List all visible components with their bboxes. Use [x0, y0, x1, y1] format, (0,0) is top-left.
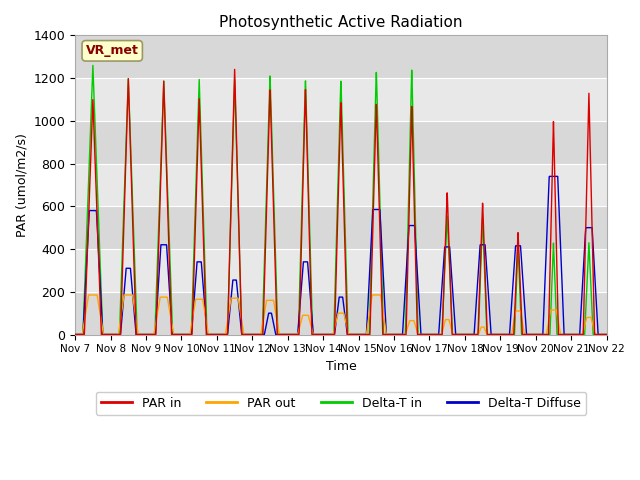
Bar: [75, 121, 607, 164]
X-axis label: Time: Time: [326, 360, 356, 373]
Bar: [75, 164, 607, 206]
Text: VR_met: VR_met: [86, 44, 139, 57]
Legend: PAR in, PAR out, Delta-T in, Delta-T Diffuse: PAR in, PAR out, Delta-T in, Delta-T Dif…: [95, 392, 586, 415]
Bar: [75, 206, 607, 249]
Bar: [75, 78, 607, 121]
Bar: [75, 292, 607, 335]
Title: Photosynthetic Active Radiation: Photosynthetic Active Radiation: [219, 15, 463, 30]
Y-axis label: PAR (umol/m2/s): PAR (umol/m2/s): [15, 133, 28, 237]
Bar: [75, 249, 607, 292]
Bar: [75, 36, 607, 78]
